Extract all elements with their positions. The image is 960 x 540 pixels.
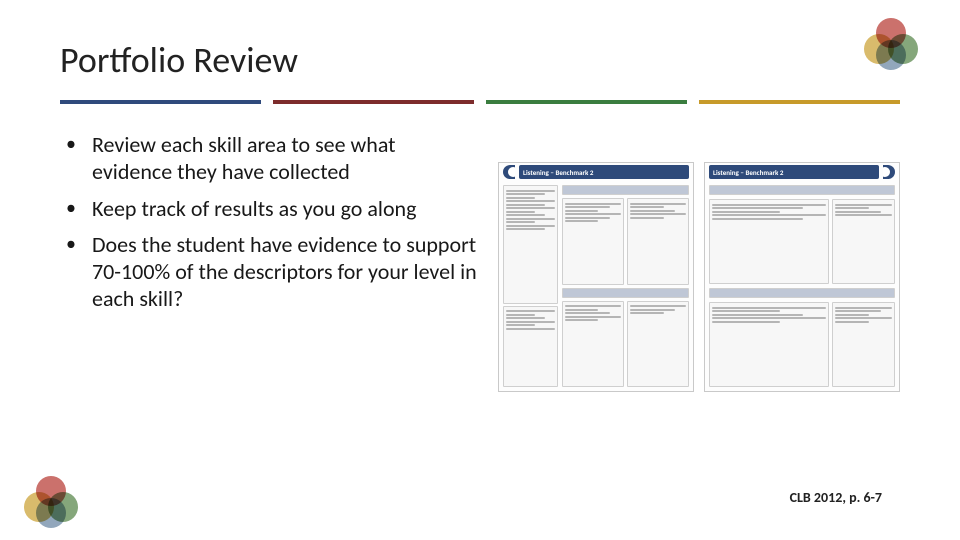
sheet-title: Listening – Benchmark 2 <box>519 165 689 179</box>
slide-title: Portfolio Review <box>60 38 900 82</box>
ruler-seg-0 <box>60 100 261 104</box>
section-head <box>562 185 689 195</box>
divider-ruler <box>60 100 900 104</box>
sample-tasks-box <box>832 302 895 387</box>
sheet-body <box>705 181 899 391</box>
task-row <box>562 301 689 388</box>
ruler-seg-1 <box>273 100 474 104</box>
stage-arc-icon <box>503 165 515 179</box>
bullet-item: Review each skill area to see what evide… <box>60 132 480 186</box>
sample-tasks-box <box>627 301 689 388</box>
bullet-item: Keep track of results as you go along <box>60 196 480 223</box>
venn-ring <box>36 498 66 528</box>
strengths-box <box>503 306 558 387</box>
sheet-header: Listening – Benchmark 2 <box>705 163 899 181</box>
body-row: Review each skill area to see what evide… <box>60 132 900 392</box>
sample-tasks-box <box>627 198 689 285</box>
tasks-column <box>562 185 689 387</box>
profile-box <box>503 185 558 304</box>
bullet-item: Does the student have evidence to suppor… <box>60 232 480 312</box>
venn-ring <box>876 40 906 70</box>
profile-column <box>503 185 558 387</box>
indicators-box <box>562 198 624 285</box>
sheet-body <box>499 181 693 391</box>
ruler-seg-2 <box>486 100 687 104</box>
benchmark-sheet-b: Listening – Benchmark 2 <box>704 162 900 392</box>
citation: CLB 2012, p. 6-7 <box>790 489 882 506</box>
indicators-box <box>709 199 829 284</box>
indicators-box <box>562 301 624 388</box>
slide: Portfolio Review Review each skill area … <box>0 0 960 540</box>
bullet-list: Review each skill area to see what evide… <box>60 132 480 392</box>
stage-arc-icon <box>883 165 895 179</box>
indicators-box <box>709 302 829 387</box>
figure-group: Listening – Benchmark 2 <box>498 132 900 392</box>
task-row <box>562 198 689 285</box>
task-row <box>709 302 895 387</box>
section-head <box>709 288 895 298</box>
section-head <box>709 185 895 195</box>
sheet-header: Listening – Benchmark 2 <box>499 163 693 181</box>
benchmark-sheet-a: Listening – Benchmark 2 <box>498 162 694 392</box>
ruler-seg-3 <box>699 100 900 104</box>
venn-icon <box>24 476 80 526</box>
sample-tasks-box <box>832 199 895 284</box>
venn-icon <box>864 18 920 68</box>
sheet-title: Listening – Benchmark 2 <box>709 165 879 179</box>
task-row <box>709 199 895 284</box>
section-head <box>562 288 689 298</box>
